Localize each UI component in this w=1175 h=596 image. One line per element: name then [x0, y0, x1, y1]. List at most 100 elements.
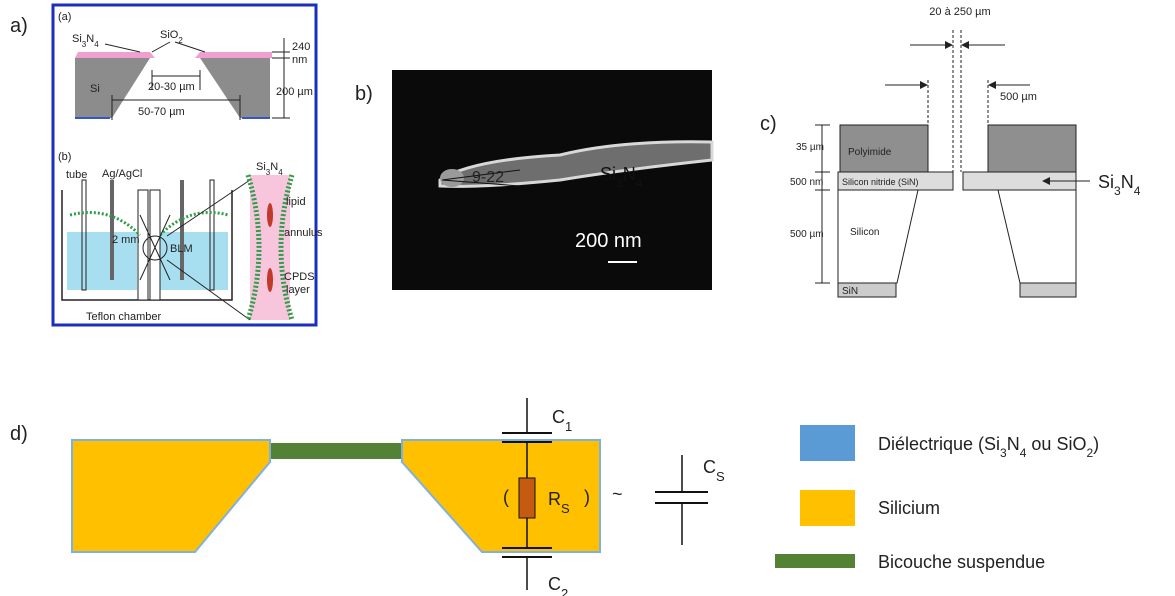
chamber-wall	[149, 189, 161, 301]
label: CPDS	[284, 271, 315, 283]
silicon	[997, 189, 1077, 284]
label: CS	[703, 457, 725, 484]
label: (b)	[58, 151, 71, 163]
label: C1	[552, 407, 572, 434]
text-part: 1	[565, 419, 572, 434]
panel-label: b)	[355, 83, 373, 105]
angle-line	[441, 169, 521, 181]
text-part: C	[703, 457, 716, 477]
membrane-edge	[438, 140, 714, 188]
panel-d: C1 C2 RS ( ) ~ CS Diélectrique (Si3N4 ou…	[71, 398, 1099, 596]
electrolyte	[160, 232, 228, 290]
legend-label: Silicium	[878, 498, 940, 518]
nitride-layer	[195, 52, 272, 58]
text-part: 3	[1000, 446, 1007, 460]
silicon-block	[200, 58, 270, 118]
bilayer	[271, 443, 401, 459]
text-part: 4	[278, 168, 283, 177]
label: 240	[292, 41, 310, 53]
label: nm	[292, 54, 307, 66]
text-part: )	[1093, 434, 1099, 454]
label: Si	[90, 83, 100, 95]
text-part: Si	[1098, 172, 1114, 192]
text-part: N	[1121, 172, 1134, 192]
label: 2 mm	[112, 234, 140, 246]
legend-label: Bicouche suspendue	[878, 552, 1045, 572]
label: Si3N4	[72, 33, 99, 49]
panel-label: d)	[10, 423, 28, 445]
text-part: R	[548, 489, 561, 509]
silicon-block	[71, 439, 271, 553]
silicon-block	[75, 58, 150, 118]
blm	[142, 235, 168, 261]
angle-line	[441, 179, 521, 187]
arrow-head	[988, 81, 996, 89]
panel-label: c)	[760, 113, 777, 135]
text-part: SiO	[160, 29, 179, 41]
label: 500 µm	[1000, 91, 1037, 103]
text-part: 3	[266, 168, 271, 177]
label: RS	[548, 489, 570, 516]
label: (a)	[58, 11, 71, 23]
label: )	[584, 487, 590, 507]
tube	[81, 179, 87, 291]
panel-c: 20 à 250 µm 500 µm 35 µm 500 nm 500 µm P…	[790, 6, 1141, 298]
label: BLM	[170, 243, 193, 255]
annulus	[267, 268, 273, 292]
label: annulus	[284, 227, 323, 239]
label: SiN	[842, 286, 858, 297]
legend-swatch	[800, 425, 855, 461]
nitride-zoom	[250, 175, 290, 320]
text-part: 4	[1134, 184, 1141, 198]
label: Ag/AgCl	[102, 168, 142, 180]
text-part: 2	[1086, 446, 1093, 460]
lipid-layer	[245, 174, 295, 321]
text-part: N	[270, 161, 278, 173]
electrode	[180, 180, 184, 280]
label: ~	[612, 484, 623, 504]
label: Silicon nitride (SiN)	[842, 177, 919, 187]
arrow-head	[1042, 177, 1050, 185]
text-part: Si	[256, 161, 266, 173]
leader	[139, 214, 171, 281]
text-part: 3	[616, 176, 623, 190]
text-part: 3	[1114, 184, 1121, 198]
label: tube	[66, 169, 87, 181]
scale-label: 200 nm	[575, 230, 642, 252]
arrow-head	[945, 41, 953, 49]
label: lipid	[286, 196, 306, 208]
label: layer	[286, 284, 310, 296]
text-part: S	[561, 501, 570, 516]
text-part: N	[623, 164, 636, 184]
label: Si3N4	[256, 161, 283, 177]
label: C2	[548, 574, 568, 596]
text-part: 4	[94, 40, 99, 49]
text-part: S	[716, 469, 725, 484]
zoom-line	[166, 259, 251, 321]
label: 20-30 µm	[148, 81, 195, 93]
tip	[440, 169, 464, 187]
nitride-layer	[75, 52, 155, 58]
lipid-coat	[69, 211, 229, 237]
electrolyte	[67, 232, 137, 290]
sin-bottom	[1019, 282, 1077, 298]
sin-bottom	[837, 282, 897, 298]
text-part: N	[1007, 434, 1020, 454]
text-part: N	[86, 33, 94, 45]
label: 50-70 µm	[138, 106, 185, 118]
polyimide	[839, 124, 929, 173]
text-part: 2	[561, 586, 568, 596]
arrow-head	[961, 41, 969, 49]
text-part: Diélectrique (Si	[878, 434, 1000, 454]
legend-label: Diélectrique (Si3N4 ou SiO2)	[878, 434, 1099, 460]
label: 35 µm	[796, 142, 824, 153]
label: Si3N4	[600, 164, 643, 190]
label: 500 nm	[790, 177, 823, 188]
resistor	[518, 477, 536, 519]
zoom-line	[166, 179, 251, 237]
panel-a-top: (a) Si3N4 SiO2 240 nm 200 µm Si 20-30 µm…	[58, 11, 313, 120]
text-part: 4	[1020, 446, 1027, 460]
text-part: Si	[72, 33, 82, 45]
legend-swatch	[800, 490, 855, 526]
